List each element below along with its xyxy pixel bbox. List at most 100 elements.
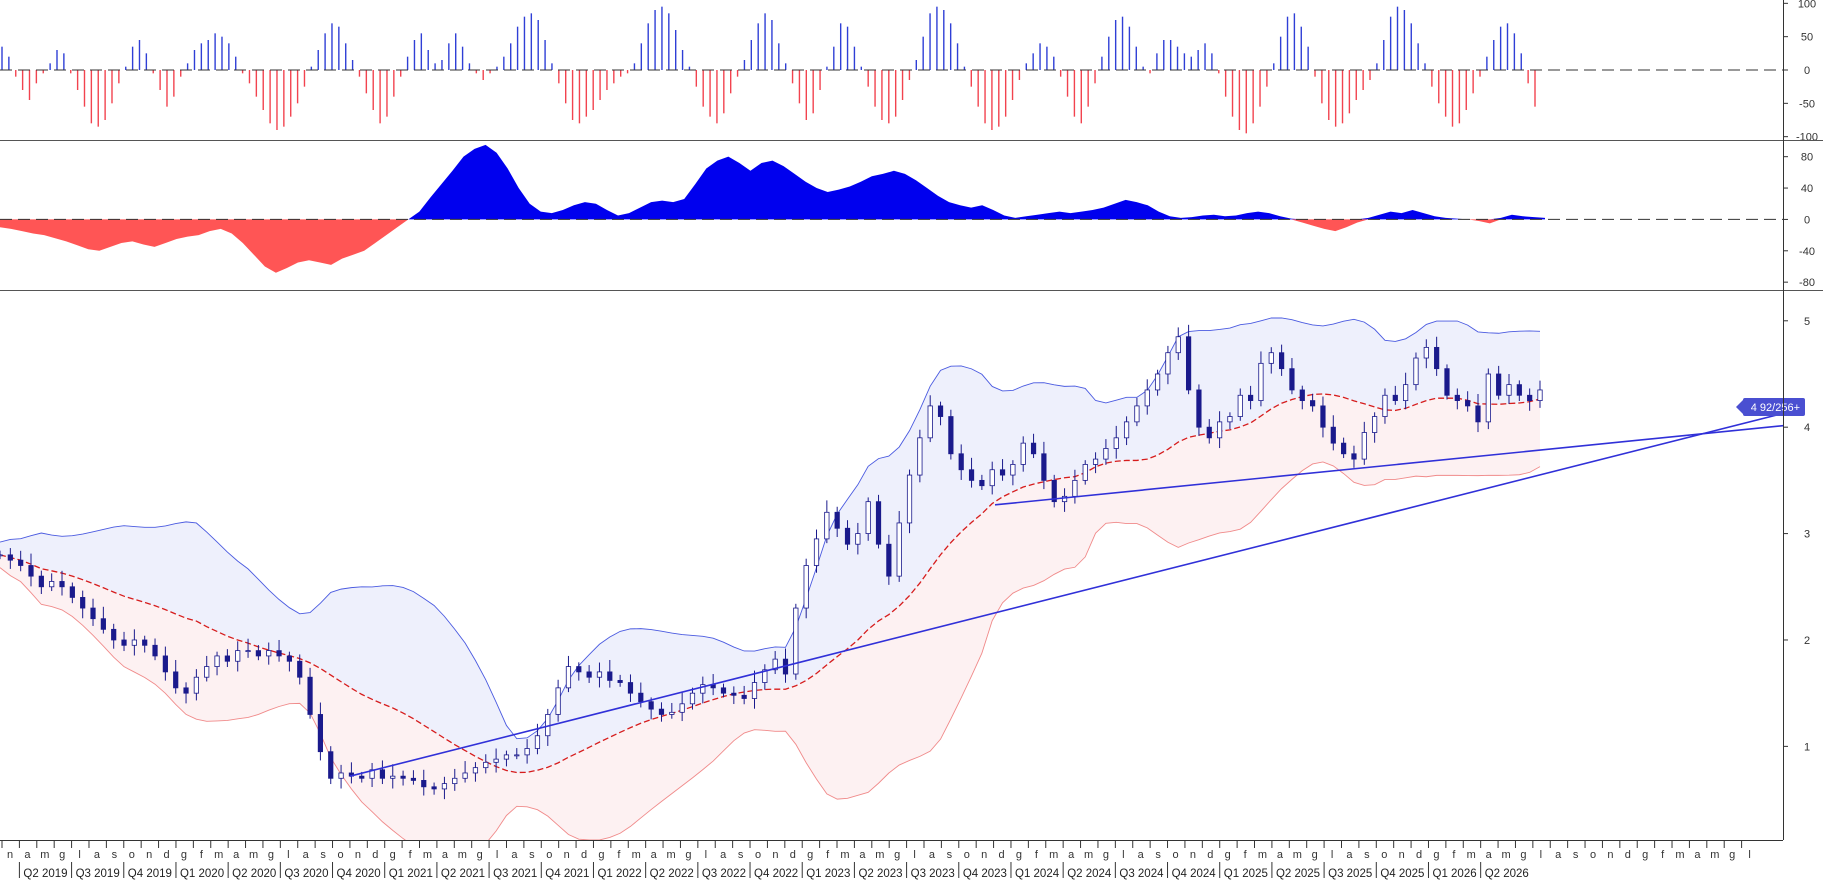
- candle-body: [865, 501, 871, 534]
- candle: [586, 665, 592, 683]
- candle: [1154, 369, 1161, 396]
- candle-body: [772, 658, 778, 671]
- y-tick-label: 0: [1804, 65, 1810, 77]
- y-tick-label: -50: [1799, 98, 1815, 110]
- month-tick-label: l: [78, 849, 80, 861]
- candle: [49, 573, 55, 592]
- y-tick-label: -80: [1799, 277, 1815, 289]
- candle-body: [1206, 426, 1212, 439]
- quarter-label: Q4 2023: [963, 868, 1007, 880]
- candle: [844, 520, 851, 550]
- candle: [917, 429, 923, 483]
- candle-body: [679, 703, 685, 713]
- candle-body: [669, 711, 675, 715]
- candle-body: [1444, 368, 1450, 396]
- candle: [896, 511, 902, 582]
- candle-body: [400, 775, 406, 779]
- month-tick-label: d: [999, 849, 1005, 861]
- month-tick-label: f: [1661, 849, 1665, 861]
- month-tick-label: n: [1607, 849, 1613, 861]
- candle-body: [1268, 352, 1274, 364]
- candle-body: [1196, 389, 1202, 428]
- candle: [1092, 452, 1099, 474]
- month-tick-label: m: [249, 849, 258, 861]
- month-tick-label: d: [1416, 849, 1422, 861]
- candle: [1496, 365, 1502, 400]
- month-tick-label: n: [564, 849, 570, 861]
- candle: [875, 494, 882, 549]
- candle: [1485, 368, 1491, 430]
- candle: [762, 664, 768, 690]
- candle-body: [803, 565, 809, 609]
- month-tick-label: a: [233, 849, 240, 861]
- month-tick-label: m: [666, 849, 675, 861]
- quarter-label: Q4 2022: [754, 868, 798, 880]
- candle: [431, 782, 437, 795]
- candle-body: [503, 754, 510, 760]
- candle-body: [968, 469, 975, 481]
- candle: [493, 748, 499, 773]
- candle-body: [493, 758, 499, 763]
- candle: [958, 444, 964, 480]
- candle: [813, 529, 820, 573]
- candle-body: [1299, 389, 1305, 401]
- candle-body: [979, 479, 985, 487]
- month-tick-label: n: [981, 849, 987, 861]
- y-tick-label: 80: [1801, 152, 1813, 164]
- month-tick-label: a: [511, 849, 518, 861]
- candle-body: [421, 780, 427, 788]
- y-tick-label: 5: [1804, 316, 1810, 328]
- candle: [886, 534, 892, 585]
- candle-body: [441, 783, 448, 790]
- month-tick-label: a: [1138, 849, 1145, 861]
- candle-body: [328, 751, 334, 779]
- candle: [865, 497, 871, 541]
- candle: [555, 679, 561, 722]
- candle-body: [875, 501, 882, 545]
- candle-body: [452, 777, 458, 785]
- candle: [906, 469, 913, 534]
- quarter-label: Q3 2025: [1328, 868, 1372, 880]
- candle: [1330, 415, 1336, 451]
- candle-body: [245, 650, 251, 653]
- month-tick-label: l: [287, 849, 289, 861]
- month-tick-label: a: [303, 849, 310, 861]
- candle-body: [524, 748, 530, 756]
- candle: [193, 669, 199, 701]
- candle-body: [1237, 394, 1243, 417]
- y-tick-label: 50: [1801, 32, 1813, 44]
- month-tick-label: l: [1331, 849, 1333, 861]
- candle-body: [1041, 453, 1047, 481]
- y-tick-label: -40: [1799, 246, 1815, 258]
- month-tick-label: a: [1346, 849, 1353, 861]
- month-tick-label: a: [929, 849, 936, 861]
- candle-body: [1341, 442, 1347, 455]
- candle: [524, 739, 530, 764]
- quarter-label: Q3 2024: [1119, 868, 1164, 880]
- quarter-label: Q1 2024: [1015, 868, 1060, 880]
- candle-body: [989, 469, 995, 487]
- candle-body: [1496, 373, 1502, 396]
- candle: [421, 769, 427, 796]
- month-tick-label: s: [947, 849, 953, 861]
- month-tick-label: m: [214, 849, 223, 861]
- candle: [390, 764, 396, 789]
- month-tick-label: m: [40, 849, 49, 861]
- month-tick-label: m: [1293, 849, 1302, 861]
- last-price-badge: 4 92/256+: [1736, 398, 1805, 416]
- candle: [720, 683, 727, 698]
- candle-body: [813, 538, 820, 566]
- month-tick-label: a: [1277, 849, 1284, 861]
- month-tick-label: g: [1103, 849, 1109, 861]
- candle-body: [1330, 426, 1336, 444]
- candle: [276, 639, 282, 662]
- month-tick-label: o: [1172, 849, 1178, 861]
- candle: [1423, 339, 1429, 369]
- candle: [338, 764, 344, 789]
- upper-band-fill: [0, 317, 1540, 773]
- quarter-label: Q1 2026: [1433, 868, 1477, 880]
- candle: [214, 651, 220, 676]
- candle: [1216, 411, 1223, 449]
- candle: [1268, 347, 1274, 374]
- last-price-pointer: [1736, 400, 1743, 414]
